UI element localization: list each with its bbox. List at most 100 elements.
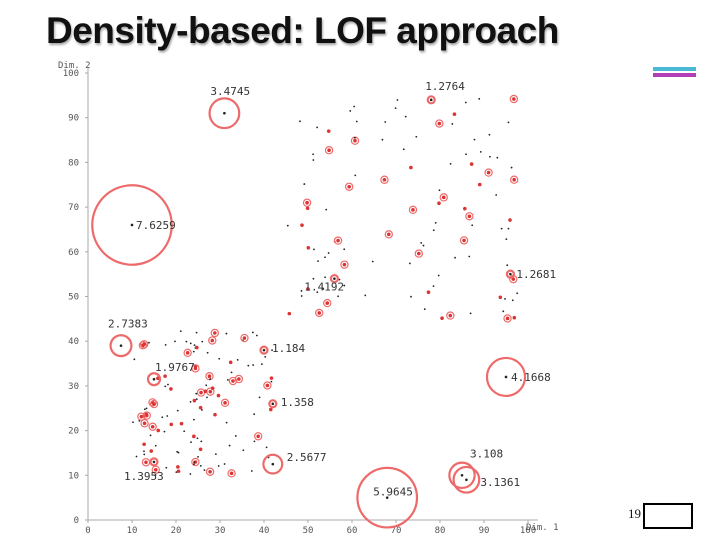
lof-ring-small bbox=[191, 457, 200, 467]
lof-ring-small bbox=[465, 212, 474, 221]
cluster-point-red bbox=[327, 148, 331, 153]
cluster-point-red bbox=[208, 469, 212, 474]
cluster-point-red bbox=[512, 315, 517, 320]
cluster-point bbox=[327, 252, 330, 254]
annotated-point bbox=[119, 344, 123, 347]
cluster-point bbox=[488, 133, 491, 136]
x-tick-label: 50 bbox=[303, 526, 314, 536]
lof-score-label: 4.1668 bbox=[511, 371, 551, 384]
lof-score-circle bbox=[426, 95, 436, 105]
cluster-point-red bbox=[231, 379, 235, 383]
lof-score-circle bbox=[452, 465, 481, 494]
annotated-point bbox=[504, 375, 508, 379]
cluster-point-red bbox=[242, 336, 247, 340]
x-tick-label: 0 bbox=[85, 526, 90, 536]
cluster-point bbox=[510, 166, 513, 169]
cluster-point bbox=[206, 396, 208, 399]
cluster-point-red bbox=[216, 393, 221, 398]
y-tick-label: 80 bbox=[68, 158, 79, 168]
cluster-point bbox=[313, 248, 315, 251]
lof-ring-small bbox=[435, 119, 444, 128]
cluster-point bbox=[154, 473, 157, 476]
lof-ring-small bbox=[228, 376, 238, 386]
cluster-point bbox=[149, 434, 152, 437]
lof-ring-small bbox=[220, 398, 230, 408]
annotated-point bbox=[152, 377, 156, 381]
lof-score-circle bbox=[485, 356, 527, 398]
lof-ring-small bbox=[408, 205, 418, 215]
lof-score-circle bbox=[259, 345, 269, 355]
x-tick-label: 30 bbox=[215, 526, 226, 536]
cluster-point bbox=[504, 297, 506, 300]
y-tick-label: 40 bbox=[68, 337, 79, 347]
cluster-point bbox=[143, 453, 146, 456]
cluster-point bbox=[507, 121, 510, 124]
y-tick-label: 100 bbox=[63, 69, 79, 79]
cluster-point-red bbox=[210, 386, 215, 391]
lof-ring-small bbox=[191, 364, 200, 373]
cluster-point-red bbox=[486, 170, 491, 175]
cluster-point bbox=[195, 331, 198, 334]
cluster-point-red bbox=[417, 251, 421, 256]
lof-score-circle bbox=[448, 461, 476, 490]
lof-score-label: 3.1361 bbox=[480, 476, 520, 489]
annotated-point bbox=[130, 223, 134, 227]
cluster-point bbox=[343, 284, 346, 287]
cluster-point-red bbox=[163, 374, 167, 378]
lof-ring-small bbox=[446, 311, 455, 320]
cluster-point bbox=[468, 255, 471, 258]
cluster-point bbox=[174, 340, 176, 343]
cluster-point bbox=[183, 430, 186, 433]
annotated-point bbox=[262, 348, 266, 352]
cluster-point bbox=[303, 183, 306, 185]
lof-score-label: 7.6259 bbox=[136, 219, 176, 232]
cluster-point-red bbox=[342, 262, 347, 267]
cluster-point bbox=[271, 349, 273, 352]
y-tick-label: 90 bbox=[68, 114, 79, 124]
cluster-point bbox=[384, 121, 387, 123]
y-tick-label: 30 bbox=[68, 382, 79, 392]
lof-ring-small bbox=[503, 314, 512, 323]
cluster-point bbox=[410, 295, 412, 298]
lof-ring-small bbox=[151, 465, 160, 474]
cluster-point bbox=[364, 294, 367, 297]
cluster-point bbox=[507, 227, 510, 230]
cluster-point bbox=[189, 473, 192, 475]
lof-ring-small bbox=[138, 341, 148, 350]
cluster-point-red bbox=[210, 338, 215, 343]
cluster-point-red bbox=[505, 316, 510, 321]
cluster-point bbox=[148, 341, 150, 344]
lof-ring-small bbox=[340, 260, 349, 269]
lof-ring-small bbox=[384, 230, 394, 239]
cluster-point bbox=[300, 295, 303, 297]
cluster-point bbox=[252, 364, 255, 366]
lof-score-label: 2.5677 bbox=[287, 451, 327, 464]
lof-ring-small bbox=[139, 340, 149, 349]
annotated-point bbox=[223, 111, 226, 115]
annotated-point bbox=[509, 272, 512, 276]
cluster-point-red bbox=[462, 238, 466, 243]
cluster-point bbox=[317, 260, 319, 263]
lof-score-label: 1.9767 bbox=[155, 361, 195, 374]
cluster-point-red bbox=[269, 376, 274, 380]
cluster-point bbox=[325, 208, 328, 211]
lof-score-circle bbox=[329, 274, 339, 284]
cluster-point-red bbox=[268, 407, 273, 412]
cluster-point bbox=[422, 244, 425, 247]
cluster-point-red bbox=[203, 389, 208, 394]
cluster-point-red bbox=[336, 238, 340, 243]
cluster-point bbox=[434, 221, 437, 224]
cluster-point bbox=[255, 334, 258, 337]
cluster-point bbox=[394, 107, 397, 109]
cluster-point-red bbox=[144, 412, 149, 417]
cluster-point-red bbox=[193, 366, 198, 371]
cluster-point bbox=[312, 153, 315, 156]
x-tick-label: 70 bbox=[391, 526, 402, 536]
lof-ring-small bbox=[149, 399, 159, 409]
x-tick-label: 90 bbox=[479, 526, 490, 536]
cluster-point bbox=[177, 451, 180, 454]
cluster-point-red bbox=[213, 412, 217, 417]
slide-title: Density-based: LOF approach bbox=[46, 10, 559, 51]
cluster-point bbox=[250, 470, 253, 472]
cluster-point-red bbox=[176, 469, 181, 474]
